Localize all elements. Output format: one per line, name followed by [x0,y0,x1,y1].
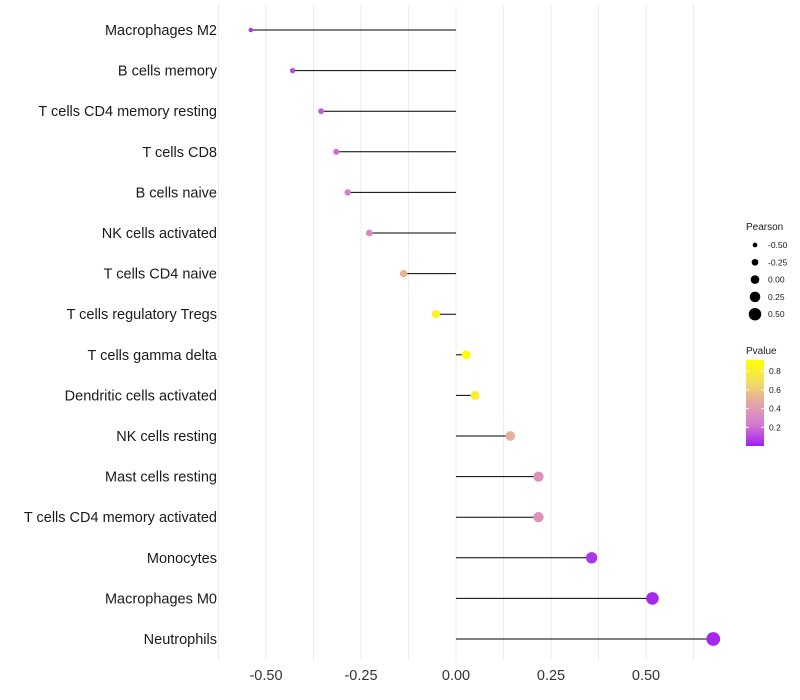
x-tick-label: -0.50 [249,668,282,684]
category-label: Monocytes [147,551,217,567]
x-tick-label: 0.50 [632,668,660,684]
pearson-legend-label: 0.50 [768,309,785,319]
lollipop-point [344,189,351,196]
x-tick-label: -0.25 [344,668,377,684]
category-label: Neutrophils [144,632,217,648]
pearson-legend: Pearson -0.50 -0.25 0.00 0.25 0.50 [746,222,788,321]
lollipop-point [333,148,340,155]
pearson-legend-key [751,258,759,266]
lollipop-point [461,350,471,360]
x-tick-label: 0.00 [442,668,470,684]
category-label: T cells regulatory Tregs [67,307,217,323]
category-label: Dendritic cells activated [65,388,217,404]
category-label: B cells naive [136,185,217,201]
category-label: NK cells resting [116,429,217,445]
pearson-legend-key [749,291,761,303]
lollipop-point [505,431,516,441]
pearson-legend-key [752,242,758,248]
pearson-legend-label: -0.25 [768,257,788,267]
pvalue-legend-label: 0.8 [769,366,781,376]
category-label: T cells CD4 memory resting [38,104,217,120]
pvalue-legend-label: 0.2 [769,422,781,432]
lollipop-point [431,310,440,319]
lollipop-point [399,269,408,278]
category-label: T cells CD4 naive [104,267,217,283]
lollipop-point [318,108,325,115]
category-label: Mast cells resting [105,470,217,486]
lollipop-point [585,552,598,564]
pearson-legend-title: Pearson [746,222,783,233]
pearson-legend-label: 0.25 [768,292,785,302]
lollipop-point [365,229,373,237]
lollipop-points [248,27,721,646]
category-label: B cells memory [118,64,218,80]
lollipop-point [470,390,480,400]
pearson-legend-key [748,307,762,321]
lollipop-segments [250,29,714,640]
category-label: T cells CD4 memory activated [24,510,217,526]
pearson-legend-label: -0.50 [768,240,788,250]
grid-lines [218,5,694,660]
pearson-legend-label: 0.00 [768,275,785,285]
lollipop-point [289,67,296,74]
category-labels: Macrophages M2 B cells memory T cells CD4 … [24,23,218,648]
lollipop-point [706,632,721,646]
pvalue-legend-label: 0.4 [769,404,781,414]
lollipop-point [533,512,544,523]
category-label: Macrophages M2 [105,23,217,39]
category-label: NK cells activated [102,226,217,242]
lollipop-point [533,471,544,482]
pvalue-legend-title: Pvalue [746,346,777,357]
pvalue-colorbar [746,360,764,446]
lollipop-point [248,27,254,33]
x-tick-label: 0.25 [537,668,565,684]
category-label: T cells gamma delta [88,348,218,364]
pvalue-legend-label: 0.6 [769,385,781,395]
category-label: Macrophages M0 [105,591,217,607]
lollipop-point [646,592,659,605]
category-label: T cells CD8 [142,145,217,161]
x-axis-ticks: -0.50 -0.25 0.00 0.25 0.50 [249,668,660,684]
pearson-legend-key [750,275,760,284]
pvalue-legend: Pvalue 0.8 0.6 0.4 0.2 [746,346,781,446]
